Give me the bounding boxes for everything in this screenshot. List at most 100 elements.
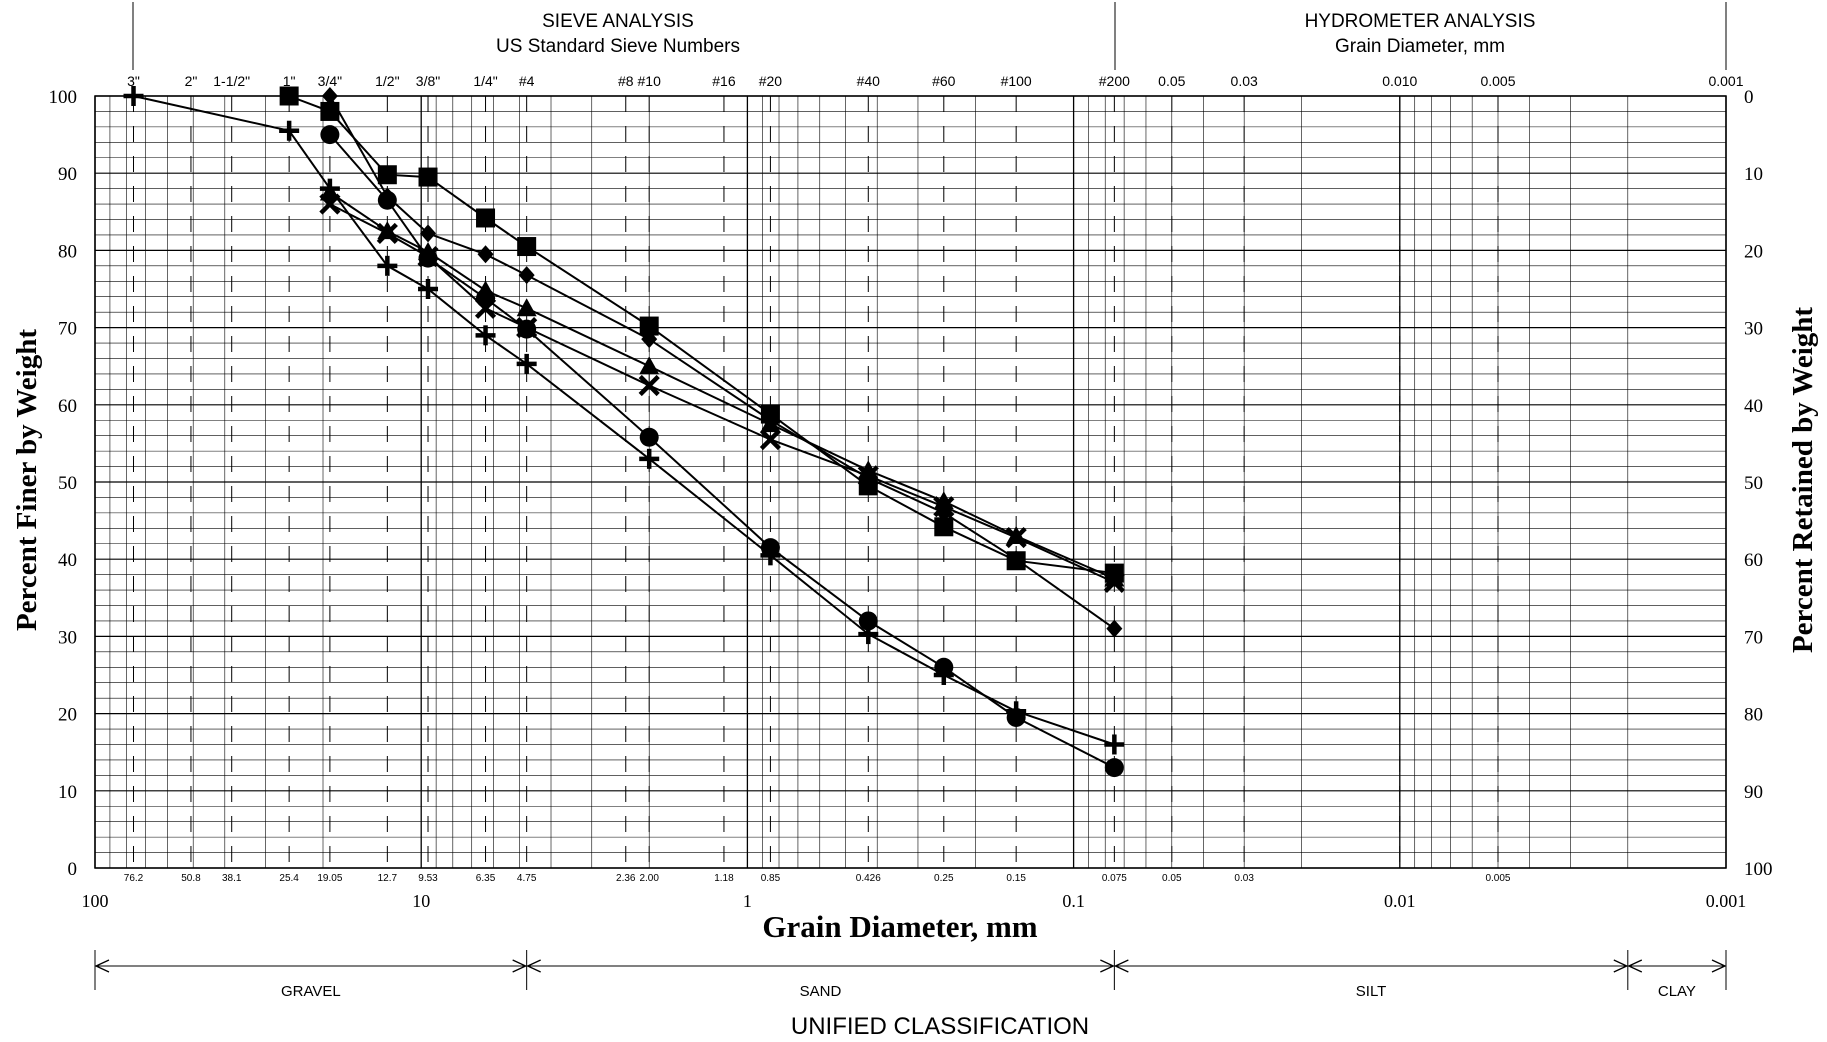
series-line-diamond [329, 95, 1115, 630]
plus-marker [475, 325, 496, 346]
x-stroke [1005, 526, 1027, 549]
diamond-marker [420, 224, 437, 243]
y-tick-label-right: 20 [1744, 241, 1763, 262]
bottom-tick-label: 0.005 [1485, 873, 1510, 884]
top-tick-label: #16 [712, 73, 736, 89]
plus-marker [760, 545, 781, 566]
square-shape [639, 316, 659, 336]
triangle-shape [760, 414, 781, 433]
top-tick-label: #10 [638, 73, 662, 89]
top-tick-label: 1/2" [375, 73, 399, 89]
x-marker [1005, 526, 1027, 549]
circle-marker [858, 611, 878, 631]
series-markers [123, 86, 1125, 778]
top-tick-label: 0.001 [1708, 73, 1743, 89]
square-marker [517, 237, 537, 257]
x-marker [516, 317, 538, 339]
triangle-shape [377, 221, 398, 240]
bottom-tick-label: 6.35 [476, 873, 496, 884]
zone-arrowhead-right [512, 959, 528, 973]
diamond-marker [1106, 619, 1123, 638]
top-tick-label: 3/8" [416, 73, 440, 89]
unified-classification: UNIFIED CLASSIFICATION GRAVEL SAND SILT CLA… [94, 950, 1727, 1040]
decade-label: 10 [412, 891, 430, 911]
triangle-marker [377, 221, 398, 240]
y-tick-label-right: 70 [1744, 627, 1763, 648]
bottom-tick-label: 19.05 [317, 873, 342, 884]
square-marker [476, 208, 496, 228]
top-tick-label: 0.005 [1480, 73, 1515, 89]
plus-marker [933, 665, 954, 685]
bottom-tick-label: 0.03 [1234, 873, 1254, 884]
square-shape [934, 517, 954, 537]
bottom-tick-label: 4.75 [517, 873, 537, 884]
top-tick-label: #4 [519, 73, 535, 89]
y-tick-label-right: 90 [1744, 782, 1763, 803]
y-tick-label-right: 0 [1744, 87, 1754, 108]
y-axis-title-left: Percent Finer by Weight [11, 329, 43, 631]
bottom-tick-label: 25.4 [279, 873, 299, 884]
top-tick-label: 0.010 [1382, 73, 1417, 89]
decade-label: 0.001 [1706, 891, 1747, 911]
plus-marker [1104, 734, 1125, 755]
x-marker [474, 297, 497, 319]
plus-marker [639, 448, 660, 469]
top-tick-label: #200 [1099, 73, 1130, 89]
bottom-tick-label: 1.18 [714, 873, 734, 884]
square-shape [279, 86, 299, 106]
diamond-shape [321, 87, 338, 105]
square-shape [760, 404, 780, 424]
y-tick-label-left: 80 [58, 241, 77, 262]
bottom-tick-label: 0.85 [761, 873, 781, 884]
bottom-tick-label: 50.8 [181, 873, 201, 884]
circle-marker [320, 125, 340, 145]
y-axis-title-right: Percent Retained by Weight [1787, 307, 1819, 653]
square-marker [377, 165, 397, 185]
y-tick-label-right: 60 [1744, 550, 1763, 571]
bottom-tick-label: 9.53 [418, 873, 438, 884]
square-shape [320, 101, 340, 121]
x-marker [638, 374, 660, 397]
zone-arrowhead-right [1613, 959, 1629, 973]
square-marker [858, 476, 878, 496]
decade-label: 0.1 [1062, 891, 1085, 911]
y-tick-label-left: 10 [58, 782, 77, 803]
x-stroke [759, 428, 782, 451]
zone-arrowhead-right [1711, 959, 1727, 973]
top-tick-label: 0.05 [1158, 73, 1185, 89]
series-line-square [288, 95, 1115, 575]
y-tick-label-right: 80 [1744, 705, 1763, 726]
plus-marker [123, 86, 144, 106]
bottom-tick-label: 0.426 [856, 873, 881, 884]
zone-arrowhead-right [1100, 959, 1115, 973]
x-stroke [516, 317, 538, 339]
circle-shape [1104, 758, 1124, 778]
x-marker [319, 193, 341, 215]
plus-marker [377, 255, 398, 276]
zone-arrowhead-left [94, 959, 110, 973]
zone-label-clay: CLAY [1658, 983, 1696, 1000]
bottom-tick-label: 0.15 [1006, 873, 1026, 884]
plus-marker [319, 178, 340, 199]
y-tick-label-right: 30 [1744, 319, 1763, 340]
bottom-tick-label: 0.25 [934, 873, 954, 884]
decade-label: 0.01 [1384, 891, 1416, 911]
triangle-marker [639, 356, 660, 375]
circle-shape [858, 611, 878, 631]
axis-labels: Grain Diameter, mm Percent Finer by Weig… [11, 73, 1819, 944]
x-stroke [319, 193, 341, 215]
diamond-marker [518, 266, 535, 285]
top-tick-label: 3/4" [318, 73, 342, 89]
triangle-marker [1104, 568, 1125, 587]
plus-marker [1006, 701, 1027, 722]
square-shape [418, 167, 438, 187]
bottom-tick-label: 76.2 [124, 873, 144, 884]
classification-title: UNIFIED CLASSIFICATION [791, 1013, 1089, 1040]
top-tick-label: #20 [759, 73, 783, 89]
square-marker [320, 101, 340, 121]
zone-label-silt: SILT [1356, 983, 1387, 1000]
triangle-shape [418, 241, 439, 260]
sieve-analysis-subtitle: US Standard Sieve Numbers [496, 36, 740, 57]
triangle-marker [475, 280, 496, 299]
